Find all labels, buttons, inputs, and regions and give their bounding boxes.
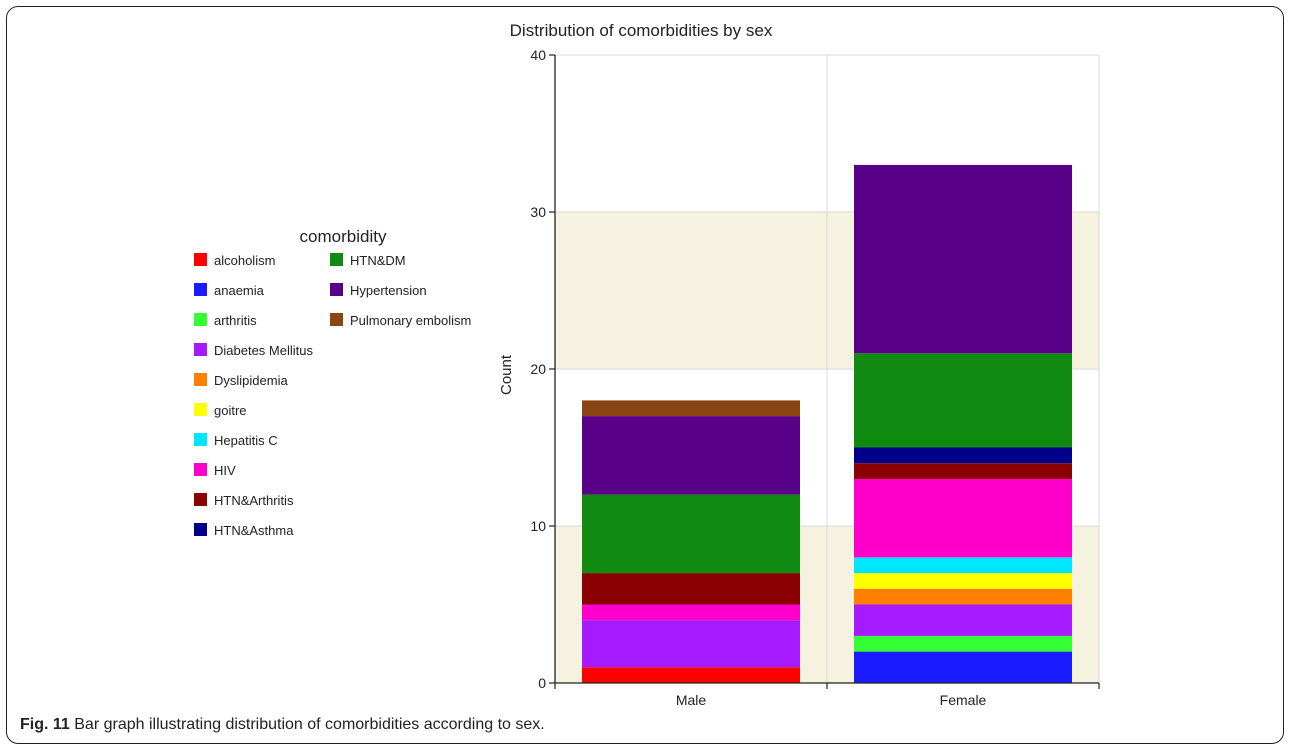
legend-item: Dyslipidemia — [194, 373, 288, 388]
legend-label: arthritis — [214, 313, 257, 328]
bar-segment — [854, 604, 1072, 636]
bar-segment — [854, 557, 1072, 574]
figure-caption: Fig. 11 Bar graph illustrating distribut… — [20, 716, 545, 734]
bar-segment — [854, 353, 1072, 448]
legend-swatch — [194, 433, 207, 446]
bar-segment — [582, 400, 800, 417]
legend-label: HIV — [214, 463, 236, 478]
figure-label: Fig. 11 — [20, 716, 70, 733]
legend-label: Dyslipidemia — [214, 373, 288, 388]
legend-swatch — [194, 253, 207, 266]
legend-label: Diabetes Mellitus — [214, 343, 313, 358]
y-tick-label: 10 — [530, 518, 546, 534]
bar-segment — [582, 573, 800, 605]
legend-item: HTN&DM — [330, 253, 406, 268]
legend-swatch — [194, 313, 207, 326]
legend-item: alcoholism — [194, 253, 275, 268]
legend-title: comorbidity — [300, 227, 387, 246]
legend-swatch — [194, 283, 207, 296]
bar-segment — [854, 463, 1072, 479]
legend-label: Hepatitis C — [214, 433, 278, 448]
legend-label: Pulmonary embolism — [350, 313, 471, 328]
x-tick-label: Female — [940, 692, 987, 708]
legend-label: Hypertension — [350, 283, 427, 298]
bars — [582, 164, 1072, 683]
x-tick-label: Male — [676, 692, 707, 708]
axes: 0 10 20 30 40 Male Female — [530, 47, 1100, 708]
legend-item: HTN&Asthma — [194, 523, 294, 538]
legend-item: Hepatitis C — [194, 433, 278, 448]
legend-label: HTN&Arthritis — [214, 493, 294, 508]
bar-segment — [854, 651, 1072, 683]
legend-item: Diabetes Mellitus — [194, 343, 313, 358]
stacked-bar-chart: 0 10 20 30 40 Male Female comorbidity alcoholis… — [194, 21, 1100, 708]
bar-segment — [582, 604, 800, 621]
y-tick-label: 20 — [530, 361, 546, 377]
bar-segment — [854, 573, 1072, 589]
bar-segment — [854, 588, 1072, 605]
bar-segment — [854, 447, 1072, 464]
chart-title: Distribution of comorbidities by sex — [510, 21, 773, 40]
y-tick-label: 0 — [538, 675, 546, 691]
bar-segment — [582, 416, 800, 495]
legend-item: goitre — [194, 403, 247, 418]
legend-item: arthritis — [194, 313, 257, 328]
bar-segment — [582, 620, 800, 668]
legend-label: goitre — [214, 403, 247, 418]
legend-label: HTN&DM — [350, 253, 406, 268]
legend-swatch — [330, 253, 343, 266]
bar-segment — [854, 635, 1072, 652]
bar-segment — [854, 478, 1072, 558]
bar-segment — [582, 494, 800, 574]
legend-item: Hypertension — [330, 283, 427, 298]
legend-label: HTN&Asthma — [214, 523, 294, 538]
legend-swatch — [194, 343, 207, 356]
legend-item: Pulmonary embolism — [330, 313, 471, 328]
caption-text: Bar graph illustrating distribution of c… — [74, 716, 545, 733]
legend-item: HTN&Arthritis — [194, 493, 294, 508]
legend-swatch — [194, 403, 207, 416]
legend-swatch — [330, 283, 343, 296]
legend-label: anaemia — [214, 283, 265, 298]
legend: comorbidity alcoholism anaemia arthritis Dia… — [194, 227, 471, 538]
legend-item: HIV — [194, 463, 236, 478]
legend-label: alcoholism — [214, 253, 275, 268]
figure-frame: 0 10 20 30 40 Male Female comorbidity alcoholis… — [6, 6, 1284, 744]
y-tick-label: 30 — [530, 204, 546, 220]
legend-swatch — [330, 313, 343, 326]
legend-swatch — [194, 523, 207, 536]
bar-segment — [854, 164, 1072, 354]
legend-swatch — [194, 493, 207, 506]
y-axis-label: Count — [498, 354, 515, 395]
bar-segment — [582, 667, 800, 683]
legend-item: anaemia — [194, 283, 265, 298]
legend-swatch — [194, 373, 207, 386]
y-tick-label: 40 — [530, 47, 546, 63]
legend-swatch — [194, 463, 207, 476]
